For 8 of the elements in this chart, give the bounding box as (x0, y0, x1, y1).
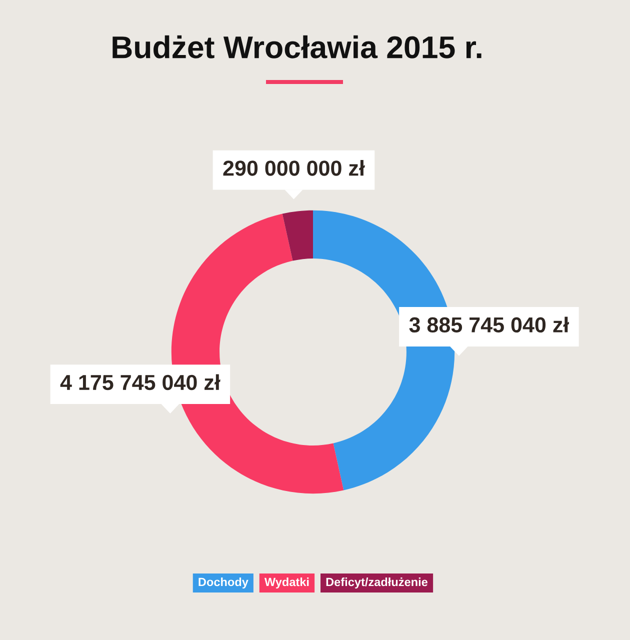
legend-label: Wydatki (264, 577, 309, 589)
chart-title: Budżet Wrocławia 2015 r. (112, 35, 482, 58)
data-label: 290 000 000 zł (223, 160, 365, 176)
legend-label: Deficyt/zadłużenie (326, 577, 428, 589)
legend-label: Dochody (198, 577, 248, 589)
donut-slice (282, 210, 313, 261)
data-label: 3 885 745 040 zł (409, 316, 569, 333)
data-label: 4 175 745 040 zł (60, 374, 220, 390)
